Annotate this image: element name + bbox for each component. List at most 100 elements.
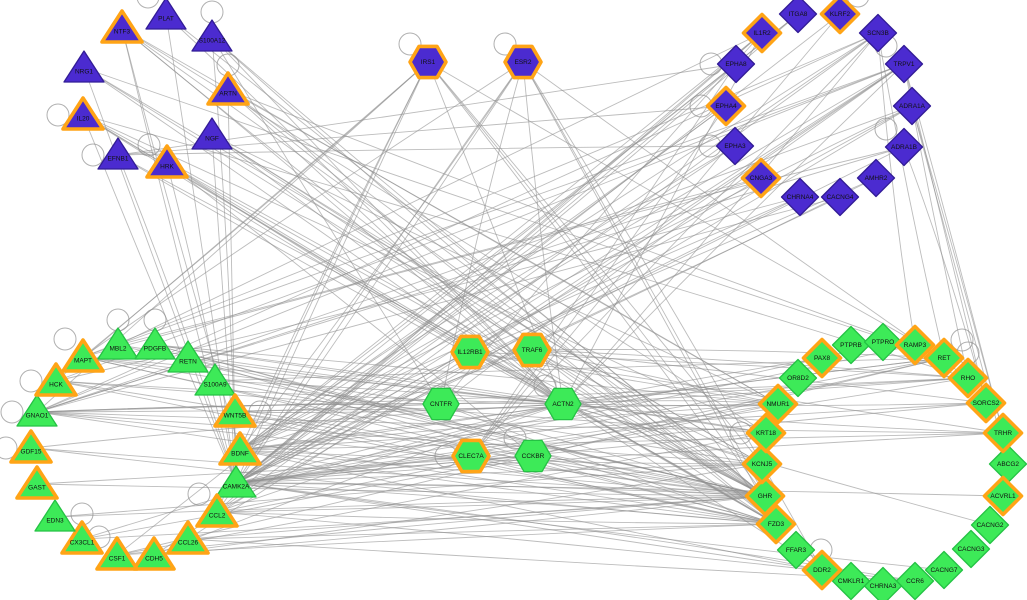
triangle-node-shape[interactable] (191, 117, 233, 150)
node-AMHR2[interactable]: AMHR2 (856, 158, 896, 198)
edge[interactable] (470, 105, 727, 457)
edge[interactable] (470, 32, 879, 457)
edge[interactable] (531, 349, 766, 497)
edge[interactable] (427, 61, 766, 497)
triangle-node-shape[interactable] (34, 499, 76, 532)
edge[interactable] (235, 432, 1004, 484)
diamond-node-shape[interactable] (740, 157, 782, 199)
node-KLRF2[interactable]: KLRF2 (819, 0, 861, 35)
edge[interactable] (82, 114, 767, 434)
edge[interactable] (469, 351, 779, 405)
edge[interactable] (166, 162, 766, 497)
edge[interactable] (187, 523, 777, 540)
edge[interactable] (235, 32, 879, 484)
edge[interactable] (154, 344, 767, 434)
edge[interactable] (214, 380, 564, 405)
diamond-node-shape[interactable] (831, 325, 871, 365)
edge[interactable] (239, 449, 823, 571)
node-PDGFB[interactable]: PDGFB (134, 327, 176, 360)
edge[interactable] (82, 114, 471, 353)
diamond-node-shape[interactable] (924, 550, 964, 590)
node-GAST[interactable]: GAST (15, 465, 59, 500)
edge[interactable] (55, 380, 777, 525)
edge[interactable] (531, 349, 779, 405)
edge[interactable] (235, 455, 472, 484)
node-KCNJ5[interactable]: KCNJ5 (741, 443, 783, 485)
hexagon-node-shape[interactable] (408, 44, 448, 80)
diamond-node-shape[interactable] (745, 412, 787, 454)
edge[interactable] (82, 356, 777, 525)
node-EPHA4[interactable]: EPHA4 (705, 85, 747, 127)
edge[interactable] (234, 403, 564, 413)
node-ADRA1B[interactable]: ADRA1B (884, 127, 924, 167)
edge[interactable] (36, 105, 913, 413)
edge[interactable] (153, 495, 766, 556)
diamond-node-shape[interactable] (715, 126, 755, 166)
edge[interactable] (227, 89, 777, 525)
edge[interactable] (440, 403, 766, 497)
edge[interactable] (562, 377, 969, 405)
edge[interactable] (239, 449, 763, 465)
self-loop-edge[interactable] (19, 369, 43, 393)
edge[interactable] (117, 177, 762, 346)
edge[interactable] (562, 403, 766, 497)
self-loop-edge[interactable] (53, 327, 77, 351)
edge[interactable] (227, 89, 766, 497)
triangle-node-shape[interactable] (218, 431, 262, 466)
triangle-node-shape[interactable] (61, 338, 105, 373)
edge[interactable] (216, 105, 913, 513)
edge[interactable] (211, 134, 237, 484)
triangle-node-shape[interactable] (134, 327, 176, 360)
edge[interactable] (470, 455, 766, 497)
edge[interactable] (153, 463, 763, 556)
edge[interactable] (234, 377, 969, 413)
self-loop-edge[interactable] (136, 0, 160, 9)
triangle-node-shape[interactable] (97, 327, 139, 360)
edge[interactable] (36, 196, 841, 413)
edge[interactable] (214, 380, 766, 497)
edge[interactable] (235, 482, 823, 571)
edge[interactable] (239, 449, 777, 525)
diamond-node-shape[interactable] (965, 382, 1007, 424)
self-loop-edge[interactable] (847, 0, 869, 8)
edge[interactable] (54, 495, 766, 518)
diamond-node-shape[interactable] (780, 177, 820, 217)
edge[interactable] (165, 14, 564, 405)
hexagon-node-shape[interactable] (514, 439, 552, 473)
self-loop-edge[interactable] (137, 133, 161, 157)
diamond-node-shape[interactable] (819, 0, 861, 35)
edge[interactable] (227, 89, 237, 484)
node-HRK[interactable]: HRK (145, 144, 189, 179)
diamond-node-shape[interactable] (801, 337, 843, 379)
triangle-node-shape[interactable] (100, 9, 144, 44)
edge[interactable] (239, 196, 801, 451)
edge[interactable] (121, 27, 533, 351)
edge[interactable] (154, 344, 564, 405)
edge[interactable] (227, 89, 945, 359)
triangle-node-shape[interactable] (167, 340, 209, 373)
edge[interactable] (83, 67, 945, 359)
triangle-node-shape[interactable] (206, 71, 250, 106)
triangle-node-shape[interactable] (132, 536, 176, 571)
edge[interactable] (117, 145, 736, 156)
diamond-node-shape[interactable] (863, 566, 903, 600)
edge[interactable] (562, 357, 945, 405)
edge[interactable] (36, 411, 766, 497)
edge[interactable] (235, 357, 945, 484)
diamond-node-shape[interactable] (778, 358, 818, 398)
self-loop-edge[interactable] (248, 400, 272, 424)
hexagon-node-shape[interactable] (544, 387, 582, 421)
node-NGF[interactable]: NGF (191, 117, 233, 150)
edge[interactable] (911, 105, 1009, 465)
hexagon-node-shape[interactable] (503, 44, 543, 80)
edge[interactable] (562, 403, 777, 525)
self-loop-edge[interactable] (398, 32, 422, 56)
diamond-node-shape[interactable] (757, 383, 799, 425)
diamond-node-shape[interactable] (858, 13, 898, 53)
diamond-node-shape[interactable] (801, 549, 843, 591)
edge[interactable] (55, 63, 905, 382)
diamond-node-shape[interactable] (856, 158, 896, 198)
edge[interactable] (562, 32, 763, 405)
edge[interactable] (531, 349, 987, 404)
